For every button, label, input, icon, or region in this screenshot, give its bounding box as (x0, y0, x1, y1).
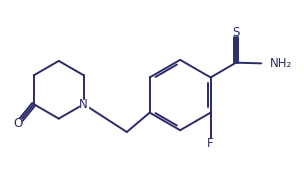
Bar (14, 119, 22, 128)
Text: NH₂: NH₂ (270, 57, 292, 70)
Text: O: O (13, 117, 22, 130)
Text: N: N (79, 98, 88, 111)
Text: S: S (232, 26, 240, 39)
Bar (80, 100, 88, 109)
Text: F: F (207, 137, 214, 150)
